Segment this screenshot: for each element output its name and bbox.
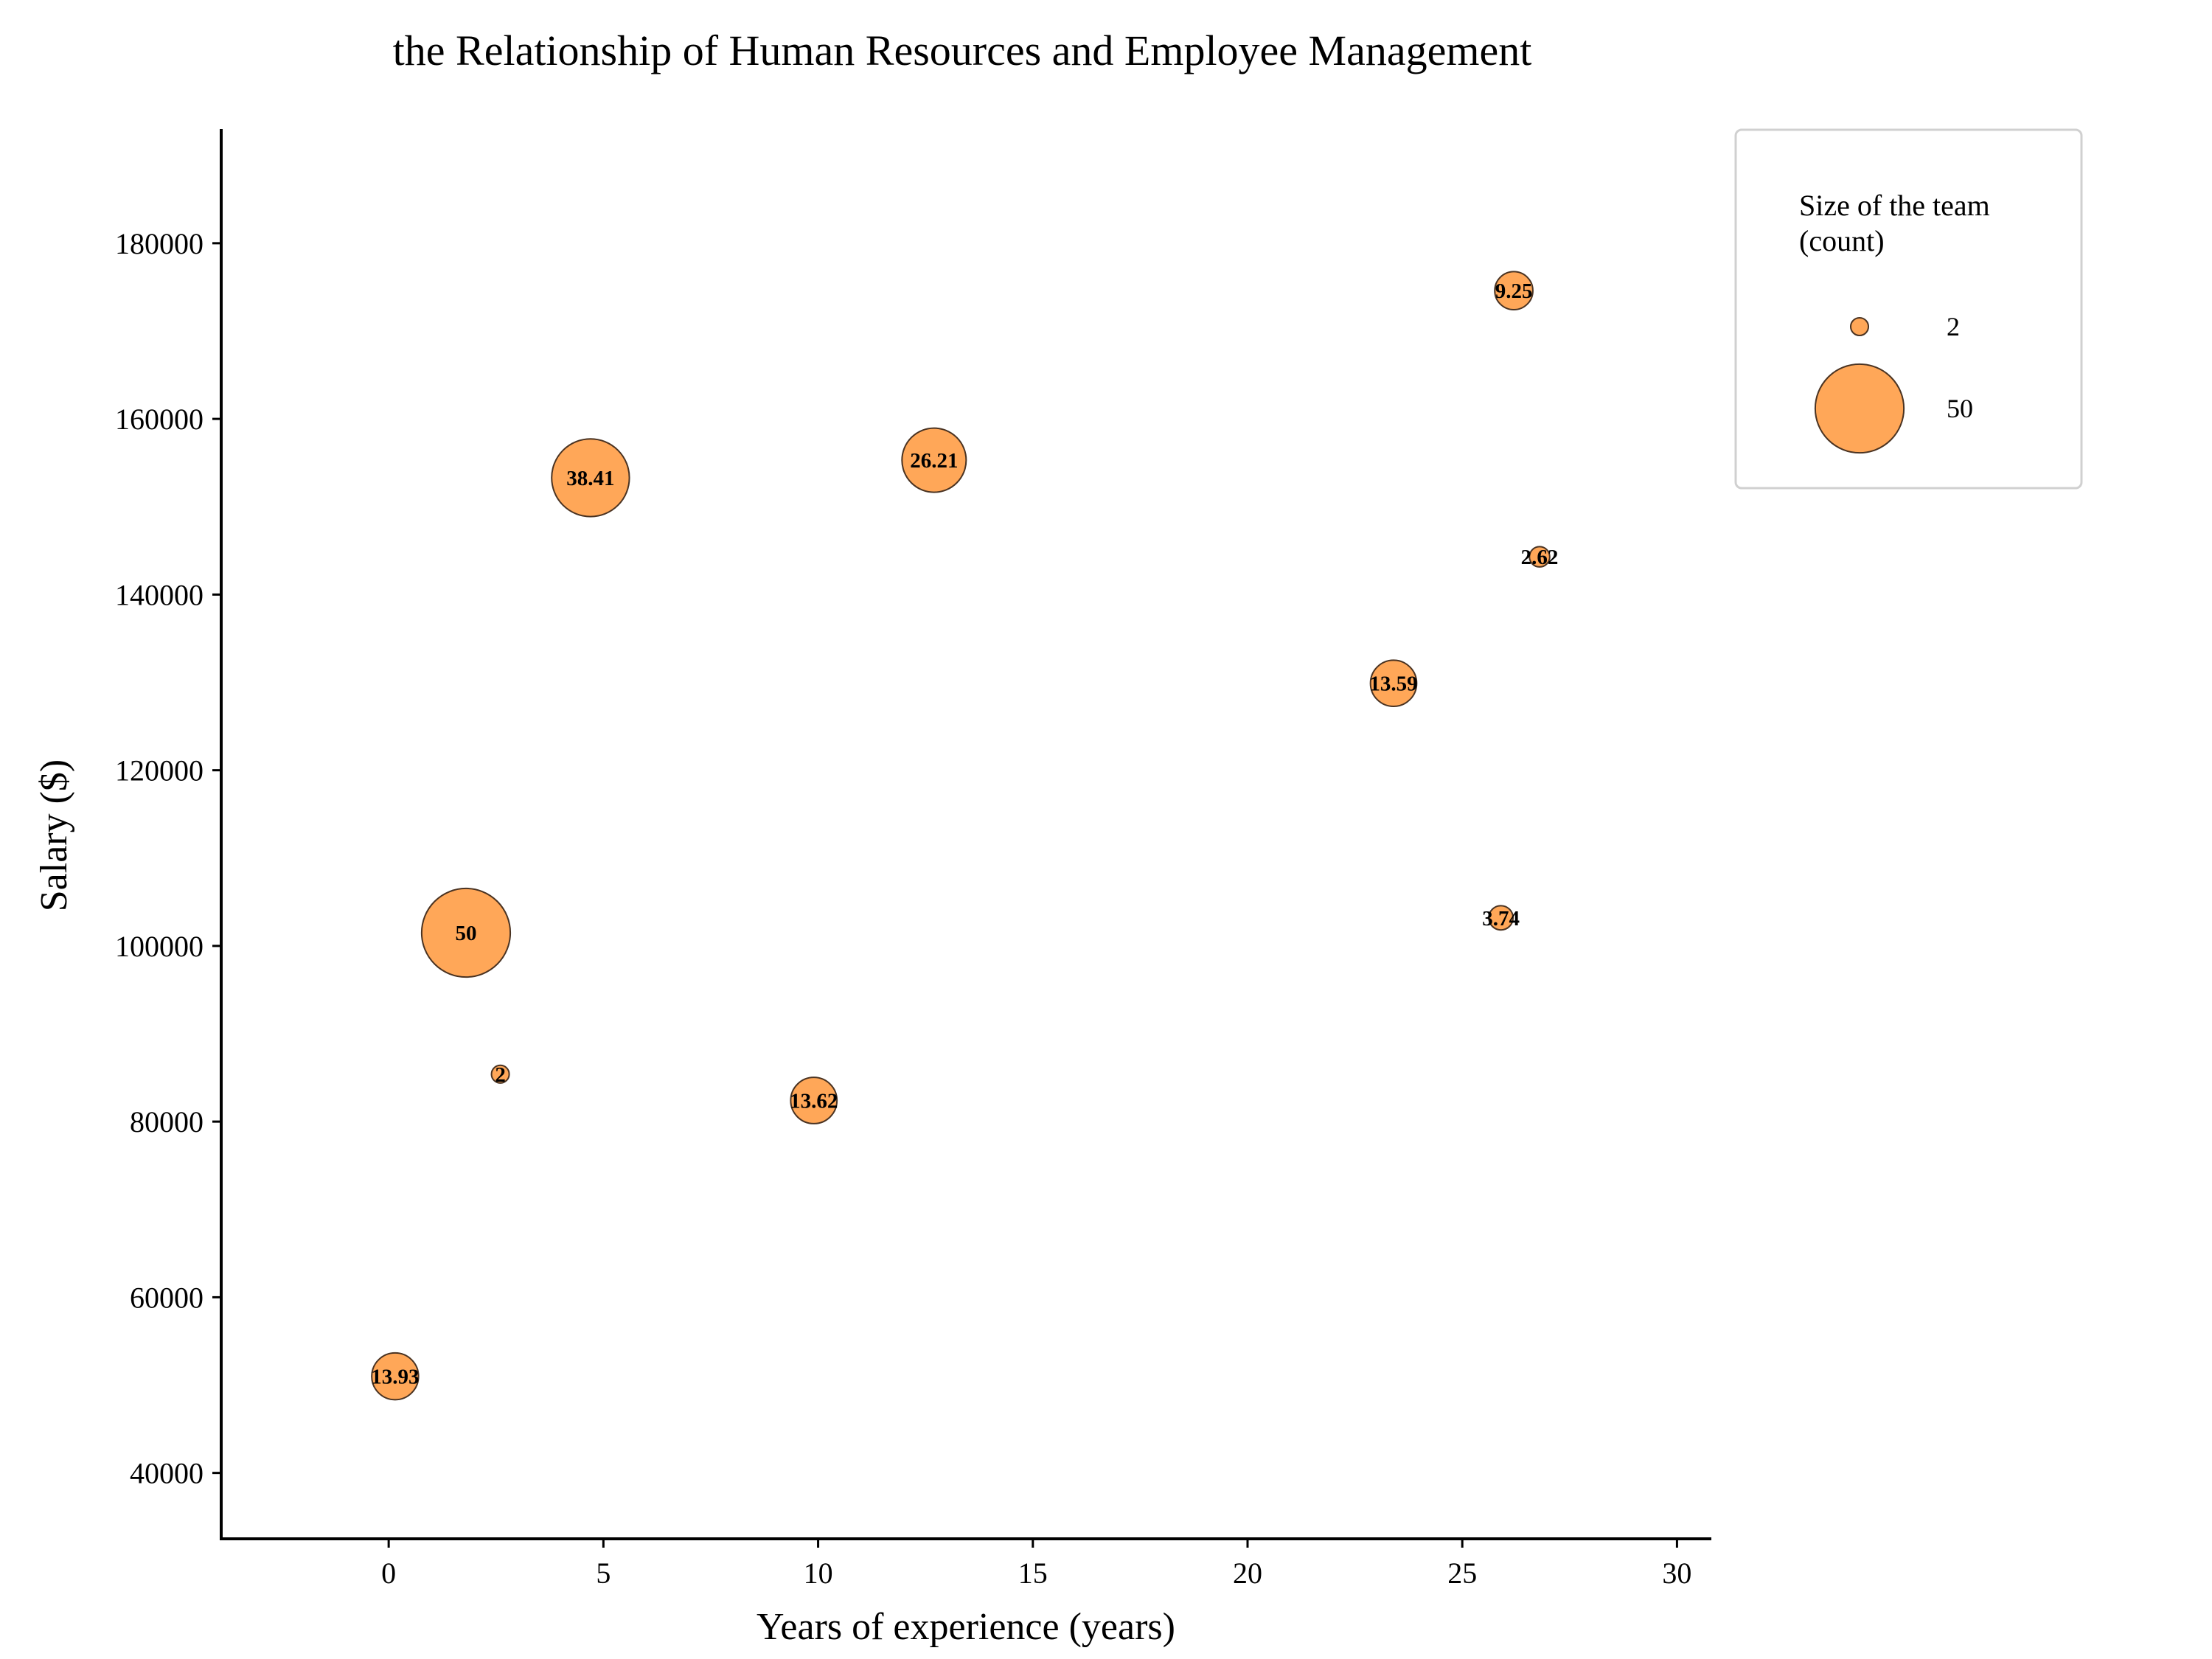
bubble-label: 9.25 xyxy=(1495,279,1533,303)
legend-marker xyxy=(1849,316,1870,337)
legend-title-line-1: Size of the team xyxy=(1799,189,1990,222)
legend-label: 50 xyxy=(1947,394,1973,423)
y-tick-label: 160000 xyxy=(115,403,204,436)
data-bubble xyxy=(1494,271,1534,311)
chart-title: the Relationship of Human Resources and … xyxy=(393,27,1532,74)
x-tick-label: 5 xyxy=(596,1557,611,1590)
x-tick-label: 0 xyxy=(381,1557,396,1590)
bubble-label: 3.74 xyxy=(1482,907,1520,931)
bubble-label: 38.41 xyxy=(566,467,614,490)
legend: Size of the team (count) 2 50 xyxy=(1734,128,2083,490)
y-tick-label: 40000 xyxy=(130,1457,204,1490)
bubble-label: 13.62 xyxy=(790,1090,838,1113)
y-tick-label: 140000 xyxy=(115,578,204,611)
bubble-label: 50 xyxy=(455,922,476,945)
x-tick-label: 25 xyxy=(1447,1557,1477,1590)
data-bubble xyxy=(551,438,630,518)
y-tick-label: 100000 xyxy=(115,930,204,963)
data-bubble xyxy=(790,1077,838,1124)
x-tick-label: 15 xyxy=(1018,1557,1048,1590)
x-tick-label: 10 xyxy=(804,1557,833,1590)
data-bubble xyxy=(1488,905,1514,931)
legend-label: 2 xyxy=(1947,312,1960,341)
y-tick-label: 60000 xyxy=(130,1281,204,1314)
y-tick-label: 180000 xyxy=(115,227,204,260)
y-ticks: 40000 60000 80000 100000 120000 140000 160000 1… xyxy=(115,227,221,1490)
x-ticks: 0 5 10 15 20 25 30 xyxy=(381,1539,1691,1590)
data-bubble xyxy=(371,1352,420,1401)
x-tick-label: 30 xyxy=(1662,1557,1691,1590)
y-axis-label: Salary ($) xyxy=(33,759,75,911)
data-bubble xyxy=(1369,659,1418,708)
y-tick-label: 80000 xyxy=(130,1105,204,1138)
x-axis-label: Years of experience (years) xyxy=(757,1606,1175,1648)
legend-box xyxy=(1734,128,2083,490)
bubble-label: 13.59 xyxy=(1369,672,1417,696)
data-bubble xyxy=(490,1064,510,1084)
axes xyxy=(220,129,1711,1540)
legend-title-line-2: (count) xyxy=(1799,224,1885,257)
data-bubble xyxy=(1528,546,1551,568)
data-bubble xyxy=(901,427,967,493)
x-tick-label: 20 xyxy=(1233,1557,1262,1590)
bubble-label: 26.21 xyxy=(910,449,958,473)
legend-marker xyxy=(1814,363,1905,454)
data-bubble xyxy=(420,887,512,978)
legend-entries: 2 50 xyxy=(1814,312,1973,454)
bubbles: 13.93 50 2 38.41 13.62 26.21 13.59 3.74 9.25 2.62 xyxy=(371,271,1559,1401)
bubble-label: 13.93 xyxy=(371,1366,419,1389)
bubble-label: 2.62 xyxy=(1521,546,1559,569)
y-tick-label: 120000 xyxy=(115,754,204,787)
bubble-label: 2 xyxy=(495,1063,506,1087)
